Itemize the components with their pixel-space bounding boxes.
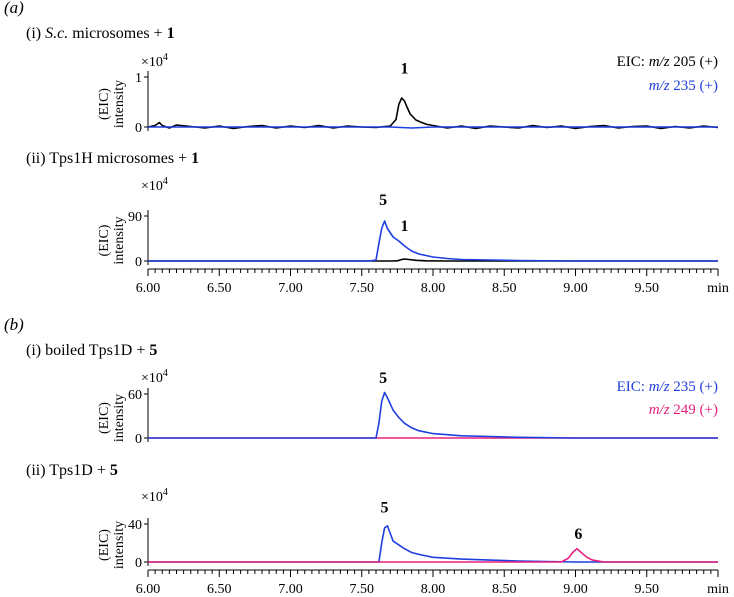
y-tick-label: 60 bbox=[128, 388, 142, 403]
series-line-m-z-205- bbox=[148, 258, 718, 262]
y-tick-label: 1 bbox=[135, 71, 142, 86]
legend-entry: m/z 249 (+) bbox=[649, 402, 718, 418]
scale-text: ×10 bbox=[141, 371, 163, 386]
x-tick-label: 9.00 bbox=[563, 281, 588, 296]
y-axis-label-top: (EIC) bbox=[97, 224, 112, 256]
chart-panel-2: (ii) Tps1H microsomes + 1 ×104 (EIC) intens… bbox=[26, 150, 729, 296]
x-tick-label: 9.50 bbox=[635, 281, 660, 296]
chart-panel-3: (b)(i) boiled Tps1D + 5 ×104 (EIC) intensit… bbox=[4, 315, 718, 447]
x-tick-label: 7.50 bbox=[350, 582, 375, 597]
x-tick-label: 8.50 bbox=[492, 582, 517, 597]
y-axis-label-top: (EIC) bbox=[97, 529, 112, 561]
x-tick-label: 7.50 bbox=[350, 281, 375, 296]
legend-entry: EIC: m/z 235 (+) bbox=[617, 379, 718, 395]
y-axis-label-bottom: intensity bbox=[112, 394, 127, 442]
peak-label: 6 bbox=[574, 526, 582, 543]
y-tick-label: 0 bbox=[135, 255, 142, 270]
title-prefix: (i) bbox=[26, 25, 45, 42]
legend-prefix: EIC: bbox=[617, 379, 649, 395]
x-tick-label: 6.50 bbox=[207, 582, 232, 597]
series-line-m-z-235- bbox=[148, 220, 718, 262]
y-tick-label: 0 bbox=[135, 121, 142, 136]
y-scale-label: ×104 bbox=[141, 368, 168, 386]
y-tick-label: 0 bbox=[135, 432, 142, 447]
peak-label: 5 bbox=[379, 370, 387, 387]
panel-tag: (b) bbox=[4, 315, 24, 334]
legend-entry: m/z 235 (+) bbox=[649, 78, 718, 94]
peak-label: 5 bbox=[381, 500, 389, 517]
legend-prefix: EIC: bbox=[617, 54, 649, 70]
title-bold: 5 bbox=[149, 342, 157, 359]
x-tick-label: 8.00 bbox=[421, 281, 446, 296]
x-tick-label: 6.00 bbox=[136, 582, 161, 597]
peak-label: 1 bbox=[401, 61, 409, 78]
x-tick-label: 6.50 bbox=[207, 281, 232, 296]
x-tick-label: 7.00 bbox=[278, 582, 303, 597]
scale-exponent: 4 bbox=[163, 368, 168, 379]
x-tick-label: 9.00 bbox=[563, 582, 588, 597]
y-scale-label: ×104 bbox=[141, 176, 168, 194]
series-line-m-z-235- bbox=[148, 126, 718, 129]
legend-value: 235 (+) bbox=[670, 379, 718, 395]
panel-tag: (a) bbox=[4, 0, 24, 17]
legend-value: 249 (+) bbox=[670, 402, 718, 418]
peak-label: 5 bbox=[379, 192, 387, 209]
x-axis-unit: min bbox=[707, 281, 729, 296]
legend-value: 235 (+) bbox=[670, 78, 718, 94]
legend-mz: m/z bbox=[649, 78, 670, 94]
y-tick-label: 40 bbox=[128, 518, 142, 533]
legend-mz: m/z bbox=[649, 54, 670, 70]
y-tick-label: 90 bbox=[128, 210, 142, 225]
y-scale-label: ×104 bbox=[141, 487, 168, 505]
scale-exponent: 4 bbox=[163, 487, 168, 498]
subplot-title: (i) boiled Tps1D + 5 bbox=[26, 342, 157, 359]
y-axis-label-bottom: intensity bbox=[112, 216, 127, 264]
series-line-m-z-235- bbox=[148, 391, 718, 439]
y-axis-label-top: (EIC) bbox=[97, 402, 112, 434]
title-prefix: (ii) Tps1D + bbox=[26, 462, 110, 479]
series-line-m-z-249- bbox=[148, 547, 718, 563]
legend-mz: m/z bbox=[649, 379, 670, 395]
title-bold: 5 bbox=[110, 462, 118, 479]
peak-label: 1 bbox=[401, 218, 409, 235]
series-line-m-z-205- bbox=[147, 97, 719, 130]
x-tick-label: 8.00 bbox=[421, 582, 446, 597]
x-axis-unit: min bbox=[707, 582, 729, 597]
subplot-title: (i) S.c. microsomes + 1 bbox=[26, 25, 175, 42]
series-line-m-z-235- bbox=[148, 525, 718, 563]
title-prefix: (ii) Tps1H microsomes + bbox=[26, 150, 191, 167]
scale-text: ×10 bbox=[141, 179, 163, 194]
y-axis-label-top: (EIC) bbox=[97, 88, 112, 120]
legend-value: 205 (+) bbox=[670, 54, 718, 70]
y-scale-label: ×104 bbox=[141, 52, 168, 70]
y-axis-label-bottom: intensity bbox=[112, 80, 127, 128]
x-tick-label: 8.50 bbox=[492, 281, 517, 296]
x-tick-label: 6.00 bbox=[136, 281, 161, 296]
title-rest: microsomes + bbox=[68, 25, 166, 42]
subplot-title: (ii) Tps1H microsomes + 1 bbox=[26, 150, 199, 167]
subplot-title: (ii) Tps1D + 5 bbox=[26, 462, 118, 479]
legend-mz: m/z bbox=[649, 402, 670, 418]
title-prefix: (i) boiled Tps1D + bbox=[26, 342, 149, 359]
title-italic: S.c. bbox=[45, 25, 68, 42]
scale-text: ×10 bbox=[141, 490, 163, 505]
legend-entry: EIC: m/z 205 (+) bbox=[617, 54, 718, 70]
scale-exponent: 4 bbox=[163, 52, 168, 63]
title-bold: 1 bbox=[191, 150, 199, 167]
chart-panel-1: (a)(i) S.c. microsomes + 1×104(EIC) inten… bbox=[4, 0, 719, 136]
chart-panel-4: (ii) Tps1D + 5 ×104 (EIC) intensity 40 0 5 6 6.0… bbox=[26, 462, 729, 597]
x-tick-label: 9.50 bbox=[635, 582, 660, 597]
scale-text: ×10 bbox=[141, 55, 163, 70]
title-bold: 1 bbox=[167, 25, 175, 42]
y-tick-label: 0 bbox=[135, 556, 142, 571]
x-tick-label: 7.00 bbox=[278, 281, 303, 296]
y-axis-label-bottom: intensity bbox=[112, 521, 127, 569]
scale-exponent: 4 bbox=[163, 176, 168, 187]
